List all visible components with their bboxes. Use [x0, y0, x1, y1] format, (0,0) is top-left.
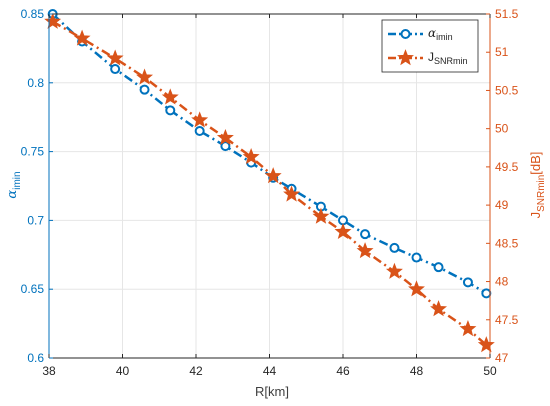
- data-point-circle: [389, 242, 400, 253]
- right-axis-title-suffix: [dB]: [528, 152, 543, 175]
- legend-label-jsnr-sub: SNRmin: [434, 56, 468, 66]
- svg-text:JSNRmin[dB]: JSNRmin[dB]: [528, 152, 547, 219]
- data-point-circle: [462, 277, 473, 288]
- right-axis-title: JSNRmin[dB]: [528, 152, 547, 219]
- data-point-circle: [165, 105, 176, 116]
- data-point-circle: [194, 125, 205, 136]
- right-axis-title-sub: SNRmin: [536, 175, 547, 212]
- data-point-star: [73, 29, 91, 46]
- legend-item-jsnr: JSNRmin: [388, 49, 468, 66]
- data-point-circle: [360, 229, 371, 240]
- right-tick-label: 48.5: [495, 236, 519, 250]
- right-tick-label: 51: [495, 45, 509, 59]
- left-tick-label: 0.75: [21, 145, 45, 159]
- x-tick-label: 40: [116, 364, 130, 378]
- data-point-circle: [481, 288, 492, 299]
- data-point-star: [459, 320, 477, 337]
- data-point-circle: [220, 141, 231, 152]
- data-point-circle: [139, 84, 150, 95]
- x-axis-title: R[km]: [255, 384, 289, 399]
- left-tick-label: 0.8: [27, 76, 44, 90]
- legend-label-alpha-main: α: [428, 26, 436, 40]
- left-tick-label: 0.85: [21, 7, 45, 21]
- series-layer: [44, 9, 495, 353]
- data-point-star: [334, 222, 352, 240]
- right-tick-label: 49.5: [495, 160, 519, 174]
- data-point-circle: [411, 252, 422, 263]
- right-tick-label: 51.5: [495, 7, 519, 21]
- data-point-star: [242, 148, 260, 165]
- legend-marker-circle: [400, 29, 411, 39]
- svg-text:JSNRmin: JSNRmin: [428, 50, 468, 66]
- left-tick-label: 0.7: [27, 213, 44, 227]
- legend-box: [381, 19, 479, 73]
- x-tick-label: 50: [483, 364, 497, 378]
- right-tick-label: 47: [495, 351, 509, 365]
- left-tick-label: 0.65: [21, 282, 45, 296]
- data-point-star: [161, 88, 179, 105]
- data-point-star: [216, 128, 234, 146]
- axes: 38 40 42 44 46 48 50 0.6 0.65 0.7 0.75 0.8 0.85 47 47.…: [21, 7, 519, 378]
- data-point-star: [44, 12, 62, 29]
- legend-label-alpha-sub: imin: [436, 32, 453, 42]
- left-axis-title-sub: imin: [12, 171, 23, 189]
- data-point-circle: [433, 262, 444, 273]
- data-point-circle: [110, 64, 121, 75]
- right-tick-label: 50.5: [495, 83, 519, 97]
- right-tick-label: 47.5: [495, 313, 519, 327]
- legend-item-alpha: αimin: [388, 26, 453, 42]
- right-tick-label: 50: [495, 122, 509, 136]
- right-tick-label: 48: [495, 275, 509, 289]
- data-point-star: [136, 68, 154, 85]
- left-axis-title-main: α: [5, 190, 20, 199]
- legend: αimin JSNRmin: [381, 19, 479, 73]
- right-tick-label: 49: [495, 198, 509, 212]
- data-point-star: [191, 111, 209, 128]
- left-tick-label: 0.6: [27, 351, 44, 365]
- data-point-star: [283, 185, 301, 202]
- x-tick-label: 46: [336, 364, 350, 378]
- data-point-star: [408, 280, 425, 297]
- x-tick-label: 48: [410, 364, 424, 378]
- data-point-star: [106, 49, 124, 66]
- x-tick-label: 42: [189, 364, 203, 378]
- left-axis-title: αimin: [5, 171, 23, 198]
- legend-marker-star: [397, 49, 414, 66]
- svg-text:αimin: αimin: [5, 171, 23, 198]
- legend-label-jsnr-main: J: [428, 50, 434, 64]
- svg-text:αimin: αimin: [428, 26, 453, 42]
- data-point-star: [356, 242, 374, 259]
- x-tick-label: 38: [42, 364, 56, 378]
- data-point-star: [430, 300, 448, 317]
- data-point-star: [385, 262, 403, 279]
- x-tick-label: 44: [263, 364, 277, 378]
- right-axis-title-main: J: [528, 212, 543, 219]
- data-point-star: [264, 167, 282, 184]
- data-point-star: [312, 207, 330, 224]
- data-point-star: [477, 336, 495, 353]
